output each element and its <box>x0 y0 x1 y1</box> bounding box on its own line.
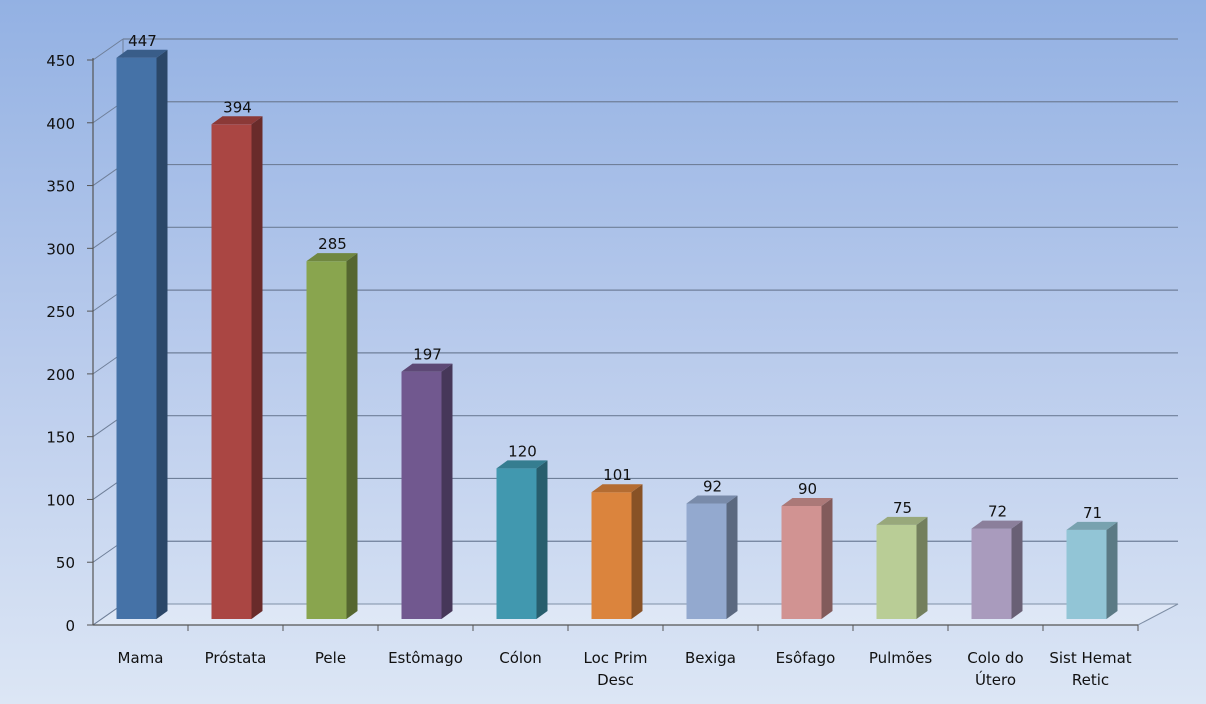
bar-side <box>726 495 738 619</box>
data-label: 447 <box>128 32 157 50</box>
x-tick-label: Pele <box>315 649 346 667</box>
data-label: 90 <box>798 480 817 498</box>
bar-front <box>306 261 347 619</box>
bar <box>591 484 643 619</box>
data-label: 197 <box>413 346 442 364</box>
bar-top <box>496 460 548 469</box>
bar-top <box>116 49 168 58</box>
bar-side <box>1106 521 1118 619</box>
x-tick-label: Bexiga <box>685 649 736 667</box>
bar <box>306 253 358 619</box>
bar-top <box>306 253 358 262</box>
y-tick-label: 350 <box>46 178 75 196</box>
bar-front <box>686 503 727 619</box>
bar-side <box>251 116 263 620</box>
bar-side <box>536 460 548 619</box>
data-label: 71 <box>1083 504 1102 522</box>
bar-top <box>211 116 263 125</box>
x-tick-label: Mama <box>118 649 164 667</box>
bar <box>1066 521 1118 619</box>
x-tick-label: Próstata <box>205 649 267 667</box>
x-tick-label: Útero <box>975 670 1016 689</box>
y-tick-label: 450 <box>46 52 75 70</box>
x-tick-label: Desc <box>597 671 634 689</box>
y-tick-label: 150 <box>46 429 75 447</box>
data-label: 72 <box>988 503 1007 521</box>
bar <box>496 460 548 619</box>
bar-side <box>821 498 833 619</box>
bar-front <box>211 124 252 620</box>
bar-top <box>971 520 1023 529</box>
bar-top <box>401 363 453 372</box>
bar-front <box>971 528 1012 619</box>
bar-side <box>441 363 453 619</box>
bar-top <box>781 498 833 506</box>
bar <box>781 498 833 619</box>
bar-top <box>876 516 928 525</box>
bar <box>211 116 263 620</box>
bar-front <box>496 468 537 619</box>
bars-layer <box>116 49 1118 620</box>
bar-top <box>591 484 643 493</box>
bar-top <box>686 495 738 504</box>
x-tick-label: Cólon <box>499 649 542 667</box>
axis-layer: 0 50 100 150 200 250 300 350 400 450 <box>46 39 1139 635</box>
x-tick-label: Retic <box>1072 671 1109 689</box>
data-label: 394 <box>223 98 252 116</box>
y-tick-label: 250 <box>46 303 75 321</box>
bar-side <box>1011 520 1023 619</box>
bar <box>686 495 738 619</box>
gridline-diagonal <box>92 38 124 61</box>
labels-layer: 447 Mama 394 Próstata 285 Pele 197 Estômago 120 C… <box>118 32 1132 689</box>
x-tick-label: Colo do <box>967 649 1023 667</box>
y-tick-label: 0 <box>65 617 75 635</box>
bar <box>876 516 928 619</box>
x-tick-label: Pulmões <box>869 649 932 667</box>
bar-side <box>156 49 168 620</box>
data-label: 285 <box>318 235 347 253</box>
bar-front <box>1066 529 1107 619</box>
bar-side <box>916 516 928 619</box>
x-tick-label: Sist Hemat <box>1049 649 1131 667</box>
bar-side <box>631 484 643 619</box>
y-tick-label: 200 <box>46 366 75 384</box>
y-tick-label: 100 <box>46 491 75 509</box>
x-tick-label: Esôfago <box>776 649 836 667</box>
bar <box>116 49 168 620</box>
bar <box>401 363 453 619</box>
x-tick-label: Estômago <box>388 649 463 667</box>
y-tick-label: 300 <box>46 240 75 258</box>
bar-front <box>116 57 157 620</box>
data-label: 92 <box>703 477 722 495</box>
bar-front <box>591 492 632 619</box>
bar-side <box>346 253 358 619</box>
y-tick-label: 400 <box>46 115 75 133</box>
y-tick-label: 50 <box>56 554 75 572</box>
x-tick-label: Loc Prim <box>583 649 647 667</box>
bar-front <box>876 524 917 619</box>
bar-front <box>781 506 822 619</box>
data-label: 75 <box>893 499 912 517</box>
bar-top <box>1066 521 1118 530</box>
data-label: 101 <box>603 466 632 484</box>
data-label: 120 <box>508 442 537 460</box>
bar-front <box>401 371 442 619</box>
bar <box>971 520 1023 619</box>
